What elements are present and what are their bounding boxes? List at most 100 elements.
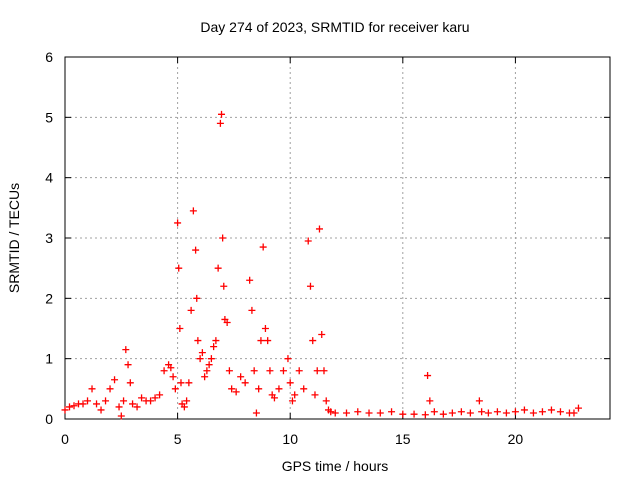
data-point: [225, 367, 233, 375]
data-point: [201, 373, 209, 381]
data-point: [218, 110, 226, 118]
data-point: [180, 403, 188, 411]
data-point: [520, 406, 528, 414]
data-point: [255, 385, 263, 393]
x-tick-label: 10: [282, 431, 298, 447]
data-point: [475, 397, 483, 405]
data-point: [220, 282, 228, 290]
data-point: [207, 355, 215, 363]
data-point: [189, 207, 197, 215]
data-point: [223, 318, 231, 326]
data-point: [115, 403, 123, 411]
data-point: [309, 337, 317, 345]
data-point: [365, 409, 373, 417]
data-point: [147, 397, 155, 405]
chart-title: Day 274 of 2023, SRMTID for receiver kar…: [200, 19, 469, 35]
data-point: [167, 364, 175, 372]
data-point: [160, 367, 168, 375]
data-point: [169, 373, 177, 381]
data-point: [311, 391, 319, 399]
data-point: [70, 402, 78, 410]
data-point: [133, 403, 141, 411]
data-point: [138, 394, 146, 402]
data-point: [93, 400, 101, 408]
data-point: [354, 408, 362, 416]
x-axis-label: GPS time / hours: [282, 458, 389, 474]
data-point: [111, 376, 119, 384]
data-point: [248, 306, 256, 314]
data-point: [156, 391, 164, 399]
data-point: [318, 331, 326, 339]
data-point: [79, 400, 87, 408]
y-tick-label: 0: [45, 411, 53, 427]
data-point: [212, 337, 220, 345]
data-point: [205, 361, 213, 369]
data-point: [84, 397, 92, 405]
y-tick-label: 6: [45, 49, 53, 65]
data-point: [343, 409, 351, 417]
data-point: [261, 325, 269, 332]
data-point: [315, 225, 323, 233]
data-point: [529, 409, 537, 417]
data-point: [399, 410, 407, 418]
data-point: [466, 409, 474, 417]
y-tick-label: 2: [45, 290, 53, 306]
data-point: [320, 367, 328, 375]
data-point: [421, 411, 429, 419]
data-point: [264, 337, 272, 345]
data-point: [106, 385, 114, 393]
data-point: [126, 379, 134, 387]
data-point: [331, 409, 339, 417]
data-point: [102, 397, 110, 405]
data-point: [187, 306, 195, 314]
data-point: [232, 388, 240, 396]
data-point: [194, 337, 202, 345]
data-point: [410, 410, 418, 418]
x-tick-label: 15: [395, 431, 411, 447]
data-point: [291, 391, 299, 399]
data-point: [175, 264, 183, 272]
x-tick-label: 5: [174, 431, 182, 447]
data-point: [511, 408, 519, 416]
data-point: [228, 385, 236, 393]
data-point: [117, 412, 125, 420]
axis-ticks: 0 5 10 15 20 0 1 2 3 4 5 6: [45, 49, 610, 447]
data-point: [183, 397, 191, 405]
data-point: [66, 403, 74, 411]
data-point: [219, 234, 227, 242]
data-point: [124, 361, 132, 369]
data-point: [61, 406, 69, 414]
data-point: [448, 409, 456, 417]
data-point: [241, 379, 249, 387]
data-point: [547, 406, 555, 414]
data-point: [246, 276, 254, 284]
data-point: [484, 409, 492, 417]
data-point: [270, 394, 278, 402]
data-point: [313, 367, 321, 375]
data-point: [457, 408, 465, 416]
data-point: [556, 408, 564, 416]
data-point: [88, 385, 96, 393]
data-point: [327, 408, 335, 416]
grid: [65, 57, 610, 419]
x-tick-label: 20: [508, 431, 524, 447]
data-points: [61, 110, 582, 420]
data-point: [122, 346, 130, 354]
data-point: [174, 219, 182, 227]
data-point: [430, 408, 438, 416]
data-point: [176, 325, 184, 332]
data-point: [120, 397, 128, 405]
data-point: [193, 294, 201, 302]
data-point: [216, 119, 224, 127]
data-point: [570, 409, 578, 417]
data-point: [286, 379, 294, 387]
data-point: [210, 343, 218, 351]
data-point: [284, 355, 292, 363]
data-point: [196, 355, 204, 363]
data-point: [493, 408, 501, 416]
data-point: [426, 397, 434, 405]
data-point: [171, 385, 179, 393]
y-tick-label: 5: [45, 109, 53, 125]
data-point: [177, 379, 185, 387]
